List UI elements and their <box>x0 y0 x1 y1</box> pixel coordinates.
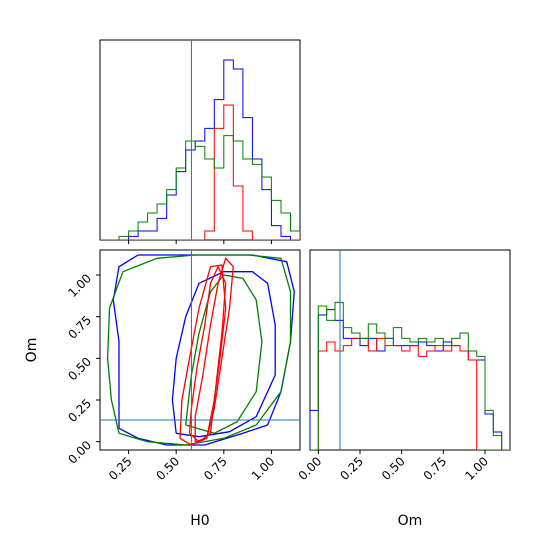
joint-frame <box>99 249 301 451</box>
hist-h0-panel <box>99 39 301 244</box>
hist-h0-frame <box>99 39 301 241</box>
hist-h0-series <box>100 59 300 240</box>
joint-x-ticks: 0.25 0.50 0.75 1.00 <box>106 450 278 483</box>
x-axis-label-om: Om <box>398 513 423 529</box>
y-axis-label-om: Om <box>24 338 40 363</box>
joint-x-tick-label-2: 0.75 <box>201 454 230 483</box>
contour-green-3 <box>185 274 263 434</box>
joint-x-tick-label-1: 0.50 <box>154 454 183 483</box>
joint-y-tick-label-3: 0.75 <box>65 313 94 342</box>
x-axis-label-h0: H0 <box>190 513 209 529</box>
hist-om-x-tick-label-3: 0.75 <box>421 454 450 483</box>
hist-om-panel: 0.00 0.25 0.50 0.75 1.00 <box>296 249 511 483</box>
hist_h0-series-green <box>100 135 300 240</box>
joint-y-tick-label-0: 0.00 <box>65 438 94 467</box>
hist-h0-ticks <box>128 240 272 244</box>
contour-red-5 <box>188 265 227 443</box>
joint-x-tick-label-3: 1.00 <box>249 454 278 483</box>
joint-y-tick-label-2: 0.50 <box>65 355 94 384</box>
hist-om-ticks: 0.00 0.25 0.50 0.75 1.00 <box>296 450 491 483</box>
joint-y-ticks: 0.00 0.25 0.50 0.75 1.00 <box>65 271 100 467</box>
contour-blue-0 <box>112 254 295 446</box>
hist-om-x-tick-label-0: 0.00 <box>296 454 325 483</box>
contour-blue-1 <box>171 271 276 438</box>
joint-panel: 0.25 0.50 0.75 1.00 0.00 0.25 0.50 0.75 1.00 <box>65 249 301 483</box>
joint-contours <box>106 254 295 446</box>
joint-y-tick-label-1: 0.25 <box>65 396 94 425</box>
joint-x-tick-label-0: 0.25 <box>106 454 135 483</box>
contour-red-4 <box>194 257 234 443</box>
hist_h0-series-red <box>100 104 300 240</box>
hist-om-series <box>310 301 510 450</box>
hist-om-x-tick-label-4: 1.00 <box>462 454 491 483</box>
contour-red-6 <box>179 264 227 446</box>
contour-green-2 <box>106 254 292 446</box>
hist-om-x-tick-label-2: 0.50 <box>379 454 408 483</box>
hist_om-series-green <box>310 301 510 450</box>
hist-om-frame <box>309 249 511 451</box>
joint-y-tick-label-4: 1.00 <box>65 271 94 300</box>
hist-om-x-tick-label-1: 0.25 <box>337 454 366 483</box>
hist_h0-series-blue <box>100 59 300 240</box>
